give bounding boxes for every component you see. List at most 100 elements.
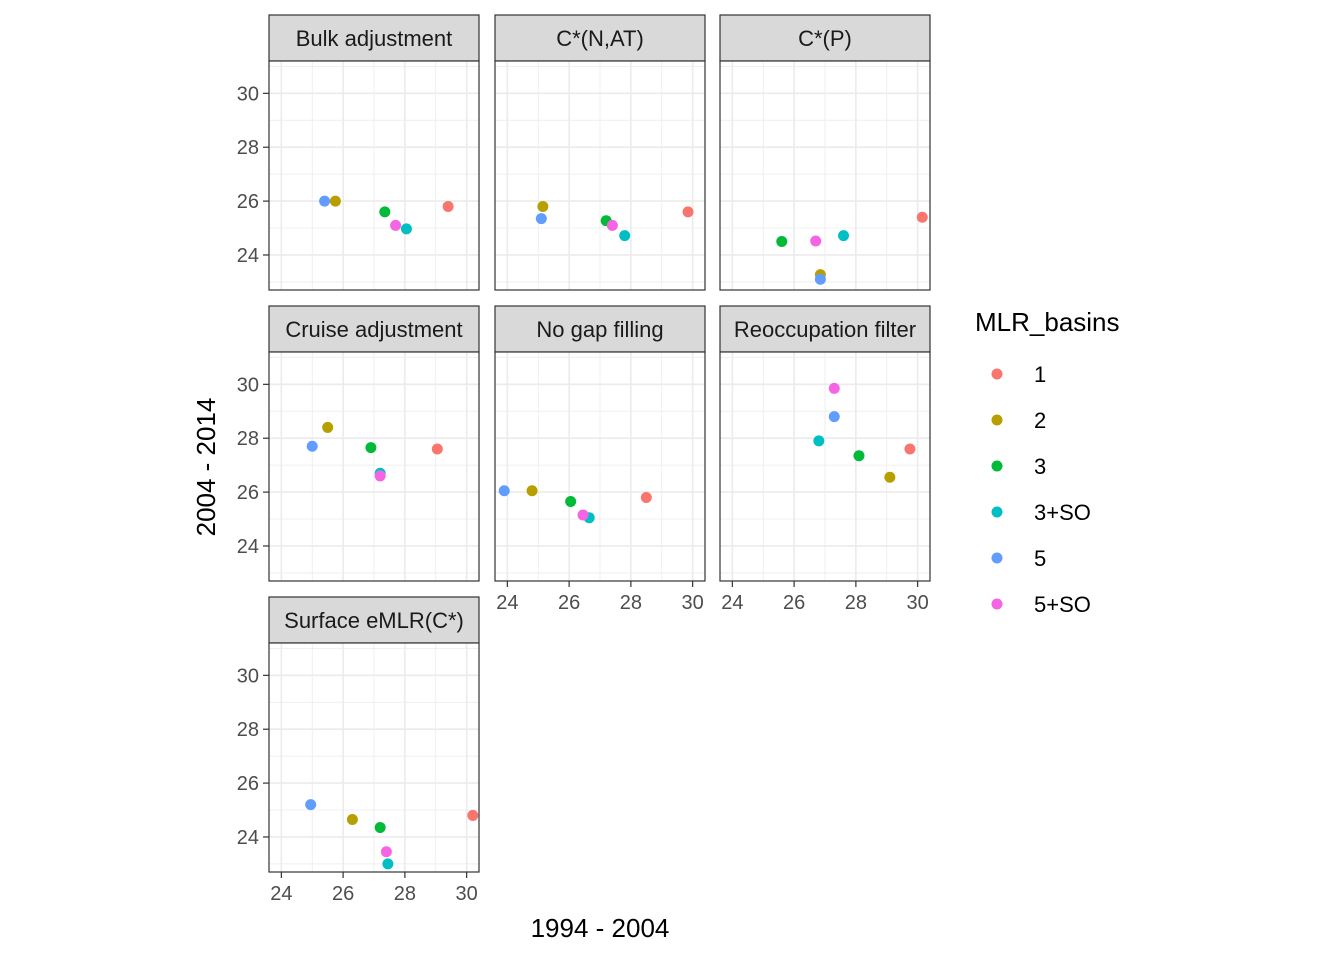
legend-key [991, 368, 1003, 380]
legend-label: 2 [1034, 408, 1046, 433]
facet-strip-label: C*(P) [798, 26, 852, 51]
facet-panel: C*(N,AT) [494, 14, 706, 291]
x-tick-label: 24 [496, 592, 518, 614]
data-point [884, 471, 896, 483]
y-tick-label: 24 [237, 245, 259, 267]
legend-key [991, 552, 1003, 564]
data-point [319, 195, 331, 207]
facet-panel: Bulk adjustment 24 26 28 30 [237, 14, 480, 291]
facet-panel: Reoccupation filter 24 26 28 30 [719, 305, 931, 614]
gridlines [720, 352, 930, 581]
data-point [838, 230, 850, 242]
panel-border [268, 642, 480, 873]
facet-strip-label: Surface eMLR(C*) [284, 608, 464, 633]
facet-panel: C*(P) [719, 14, 931, 291]
facet-strip-label: Reoccupation filter [734, 317, 916, 342]
y-tick-label: 30 [237, 374, 259, 396]
data-point [382, 858, 394, 870]
gridlines [269, 352, 479, 581]
gridlines [269, 643, 479, 872]
facet-strip [268, 14, 480, 62]
facet-panel: No gap filling 24 26 28 30 [494, 305, 706, 614]
legend-title: MLR_basins [975, 307, 1120, 337]
legend-label: 3+SO [1034, 500, 1091, 525]
data-point [400, 223, 412, 235]
data-point [390, 219, 402, 231]
legend-entry: 5+SO [991, 592, 1091, 617]
x-tick-label: 24 [270, 883, 292, 905]
data-point [606, 219, 618, 231]
data-point [380, 846, 392, 858]
legend-entry: 3+SO [991, 500, 1091, 525]
facet-panels: Bulk adjustment 24 26 28 30 C*(N,AT) C*(P) Crui… [237, 14, 931, 905]
legend-key [991, 598, 1003, 610]
data-point [619, 230, 631, 242]
panel-border [268, 351, 480, 582]
data-point [682, 206, 694, 218]
data-point [904, 443, 916, 455]
data-point [526, 485, 538, 497]
facet-strip [268, 596, 480, 644]
data-point [374, 470, 386, 482]
x-tick-label: 26 [783, 592, 805, 614]
data-point [322, 421, 334, 433]
data-point [305, 799, 317, 811]
legend-entry: 3 [991, 454, 1046, 479]
panel-border [719, 351, 931, 582]
y-tick-label: 26 [237, 482, 259, 504]
data-point [537, 200, 549, 212]
facet-strip [494, 305, 706, 353]
gridlines [495, 61, 705, 290]
data-point [431, 443, 443, 455]
data-point [828, 382, 840, 394]
legend-key [991, 414, 1003, 426]
facet-strip-label: C*(N,AT) [556, 26, 644, 51]
data-point [535, 213, 547, 225]
legend-entry: 1 [991, 362, 1046, 387]
gridlines [269, 61, 479, 290]
legend-label: 3 [1034, 454, 1046, 479]
gridlines [720, 61, 930, 290]
y-tick-label: 30 [237, 665, 259, 687]
facet-strip [494, 14, 706, 62]
data-point [853, 450, 865, 462]
legend-entry: 5 [991, 546, 1046, 571]
x-tick-label: 28 [620, 592, 642, 614]
data-point [814, 273, 826, 285]
y-tick-label: 28 [237, 719, 259, 741]
x-tick-label: 28 [845, 592, 867, 614]
x-tick-label: 24 [721, 592, 743, 614]
y-tick-label: 26 [237, 773, 259, 795]
y-tick-label: 28 [237, 137, 259, 159]
data-point [365, 442, 377, 454]
panel-border [494, 60, 706, 291]
legend-key [991, 460, 1003, 472]
facet-strip-label: No gap filling [536, 317, 663, 342]
x-axis-title: 1994 - 2004 [531, 913, 670, 943]
data-point [810, 235, 822, 247]
y-axis-title: 2004 - 2014 [191, 398, 221, 537]
x-tick-label: 28 [394, 883, 416, 905]
facet-panel: Surface eMLR(C*) 24 26 28 30 24 26 28 30 [237, 596, 480, 905]
facet-strip-label: Cruise adjustment [285, 317, 462, 342]
legend-label: 1 [1034, 362, 1046, 387]
legend-entries: 1 2 3 3+SO 5 5+SO [991, 362, 1091, 617]
y-tick-label: 28 [237, 428, 259, 450]
data-point [776, 236, 788, 248]
panel-border [268, 60, 480, 291]
data-point [467, 809, 479, 821]
x-tick-label: 30 [456, 883, 478, 905]
y-tick-label: 24 [237, 827, 259, 849]
data-point [640, 491, 652, 503]
facet-strip [719, 14, 931, 62]
data-point [346, 813, 358, 825]
data-point [379, 206, 391, 218]
x-tick-label: 30 [907, 592, 929, 614]
legend-label: 5+SO [1034, 592, 1091, 617]
y-tick-label: 24 [237, 536, 259, 558]
x-tick-label: 26 [558, 592, 580, 614]
legend-label: 5 [1034, 546, 1046, 571]
data-point [565, 496, 577, 508]
y-tick-label: 30 [237, 83, 259, 105]
